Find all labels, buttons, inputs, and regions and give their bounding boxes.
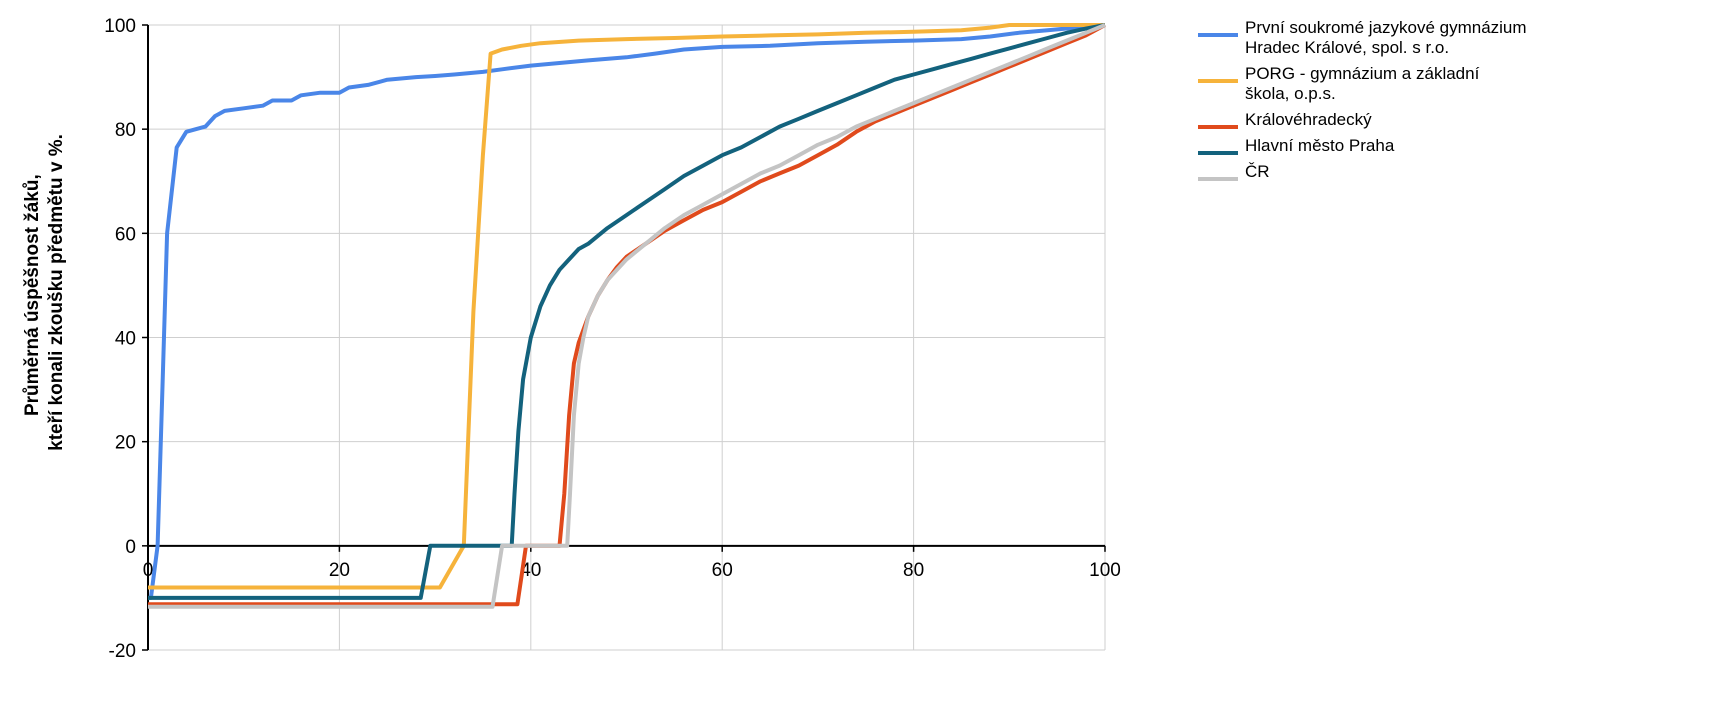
y-axis-label-line-1: Průměrná úspěšnost žáků,	[22, 174, 43, 416]
y-tick-labels: -20 0 20 40 60 80 100	[104, 16, 148, 662]
x-tick-label-4: 80	[903, 560, 924, 581]
x-tick-label-3: 60	[712, 560, 733, 581]
x-tick-label-1: 20	[329, 560, 350, 581]
grid	[148, 24, 1106, 651]
legend-label-4-line-0: ČR	[1245, 162, 1270, 181]
x-tick-labels: 0 20 40 60 80 100	[143, 545, 1121, 581]
legend-label-0-line-0: První soukromé jazykové gymnázium	[1245, 18, 1527, 37]
y-axis-label-line-2: kteří konali zkoušku předmětu v %.	[46, 134, 67, 451]
y-tick-label-4: 60	[115, 224, 136, 245]
y-tick-label-5: 80	[115, 120, 136, 141]
legend-label-0-line-1: Hradec Králové, spol. s r.o.	[1245, 38, 1449, 57]
y-tick-label-6: 100	[104, 16, 136, 37]
y-tick-label-2: 20	[115, 433, 136, 454]
legend: První soukromé jazykové gymnáziumHradec …	[1198, 18, 1527, 181]
series-line-2	[148, 23, 1106, 607]
legend-label-1-line-0: PORG - gymnázium a základní	[1245, 64, 1480, 83]
x-tick-label-5: 100	[1089, 560, 1121, 581]
series-line-4	[148, 23, 1106, 609]
y-tick-label-3: 40	[115, 329, 136, 350]
y-tick-label-0: -20	[109, 641, 136, 662]
y-tick-label-1: 0	[125, 537, 136, 558]
series-line-0	[148, 23, 1106, 600]
legend-label-3-line-0: Hlavní město Praha	[1245, 136, 1395, 155]
legend-label-2-line-0: Královéhradecký	[1245, 110, 1372, 129]
y-axis-label: Průměrná úspěšnost žáků, kteří konali zk…	[22, 134, 67, 451]
x-tick-label-0: 0	[143, 560, 154, 581]
series-lines	[148, 23, 1106, 609]
series-line-3	[148, 23, 1106, 600]
series-line-1	[148, 23, 1105, 590]
x-tick-label-2: 40	[520, 560, 541, 581]
legend-label-1-line-1: škola, o.p.s.	[1245, 84, 1336, 103]
